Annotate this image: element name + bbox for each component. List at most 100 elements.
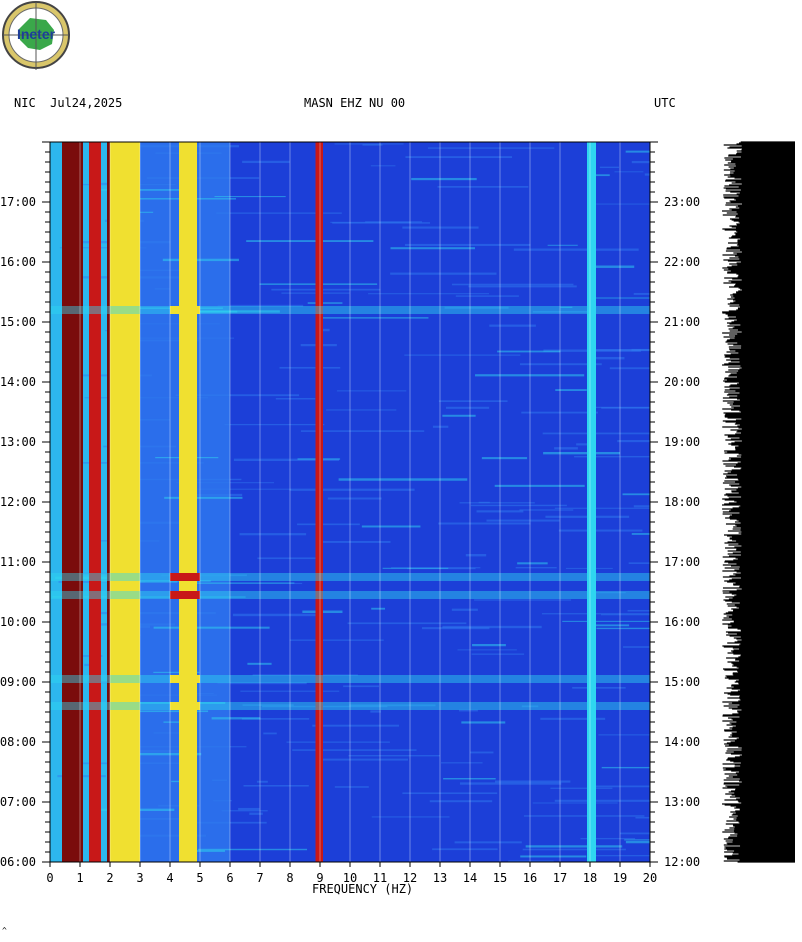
- noise-streak: [279, 366, 341, 369]
- y-right-tick-label: 21:00: [664, 315, 700, 329]
- noise-streak: [525, 845, 623, 848]
- noise-streak: [455, 295, 519, 297]
- noise-streak: [461, 721, 506, 724]
- noise-streak: [580, 837, 636, 840]
- noise-streak: [241, 718, 310, 720]
- noise-streak: [623, 646, 650, 648]
- header-station-date: NIC Jul24,2025: [14, 96, 123, 110]
- burst-hotspot: [170, 591, 200, 599]
- y-axis-right-utc: 12:00 13:00 14:00 15:00 16:00 17:00 18:00 19:00…: [650, 141, 700, 869]
- noise-streak: [588, 356, 625, 360]
- noise-streak: [136, 339, 200, 342]
- noise-streak: [257, 557, 320, 560]
- noise-streak: [470, 504, 567, 507]
- x-tick-label: 19: [613, 871, 627, 885]
- noise-streak: [390, 247, 475, 250]
- noise-streak: [112, 750, 181, 753]
- noise-streak: [84, 397, 209, 399]
- noise-streak: [631, 160, 650, 164]
- noise-streak: [554, 507, 650, 509]
- noise-streak: [402, 226, 479, 229]
- y-left-tick-label: 08:00: [0, 735, 36, 749]
- x-tick-label: 18: [583, 871, 597, 885]
- noise-streak: [371, 607, 386, 610]
- noise-streak: [185, 692, 214, 694]
- noise-streak: [508, 860, 554, 862]
- y-right-tick-label: 13:00: [664, 795, 700, 809]
- noise-streak: [213, 800, 232, 802]
- noise-streak: [633, 505, 650, 508]
- noise-streak: [161, 574, 247, 577]
- noise-streak: [622, 493, 650, 496]
- burst-hotspot: [170, 573, 200, 581]
- noise-streak: [593, 592, 626, 594]
- noise-streak: [404, 354, 521, 356]
- y-left-tick-label: 14:00: [0, 375, 36, 389]
- noise-streak: [108, 817, 184, 820]
- noise-streak: [321, 317, 429, 319]
- x-tick-label: 3: [136, 871, 143, 885]
- y-right-tick-label: 18:00: [664, 495, 700, 509]
- energy-band: [89, 142, 101, 862]
- noise-streak: [459, 782, 562, 785]
- noise-streak: [163, 721, 181, 723]
- noise-streak: [429, 800, 493, 803]
- noise-streak: [470, 751, 494, 754]
- noise-streak: [307, 302, 343, 304]
- x-tick-label: 17: [553, 871, 567, 885]
- noise-streak: [262, 705, 388, 708]
- noise-streak: [214, 196, 286, 198]
- noise-streak: [555, 389, 587, 391]
- noise-streak: [217, 304, 304, 307]
- noise-streak: [153, 626, 270, 629]
- noise-streak: [432, 425, 449, 428]
- noise-streak: [411, 177, 477, 181]
- noise-streak: [362, 144, 383, 146]
- x-tick-label: 11: [373, 871, 387, 885]
- noise-streak: [89, 580, 211, 582]
- noise-streak: [153, 671, 200, 673]
- noise-streak: [442, 414, 476, 417]
- noise-streak: [96, 611, 216, 615]
- x-tick-label: 7: [256, 871, 263, 885]
- x-tick-label: 6: [226, 871, 233, 885]
- noise-streak: [494, 484, 585, 487]
- noise-streak: [522, 848, 626, 851]
- noise-streak: [224, 423, 325, 426]
- noise-streak: [494, 780, 571, 783]
- noise-streak: [445, 406, 490, 409]
- noise-streak: [554, 799, 650, 802]
- noise-streak: [532, 802, 618, 804]
- noise-streak: [471, 653, 525, 655]
- noise-streak: [332, 222, 430, 224]
- noise-streak: [520, 855, 587, 858]
- noise-streak: [588, 265, 635, 268]
- y-right-tick-label: 20:00: [664, 375, 700, 389]
- noise-streak: [523, 815, 645, 817]
- noise-streak: [459, 502, 535, 504]
- noise-streak: [281, 292, 350, 294]
- noise-streak: [614, 171, 644, 173]
- noise-streak: [370, 165, 396, 167]
- noise-streak: [188, 488, 292, 490]
- noise-streak: [197, 848, 308, 851]
- noise-streak: [628, 562, 650, 564]
- noise-streak: [631, 533, 650, 535]
- burst-hotspot: [170, 306, 200, 314]
- noise-streak: [312, 724, 400, 727]
- noise-streak: [596, 627, 650, 630]
- noise-streak: [184, 310, 238, 313]
- noise-streak: [249, 812, 263, 815]
- noise-streak: [382, 567, 449, 569]
- noise-streak: [82, 462, 204, 464]
- noise-streak: [444, 306, 509, 309]
- burst-hotspot: [170, 702, 200, 710]
- x-tick-label: 4: [166, 871, 173, 885]
- noise-streak: [404, 243, 531, 246]
- noise-streak: [457, 649, 517, 651]
- energy-band: [62, 142, 83, 862]
- y-left-tick-label: 16:00: [0, 255, 36, 269]
- noise-streak: [368, 293, 490, 295]
- noise-streak: [589, 785, 650, 788]
- y-left-tick-label: 15:00: [0, 315, 36, 329]
